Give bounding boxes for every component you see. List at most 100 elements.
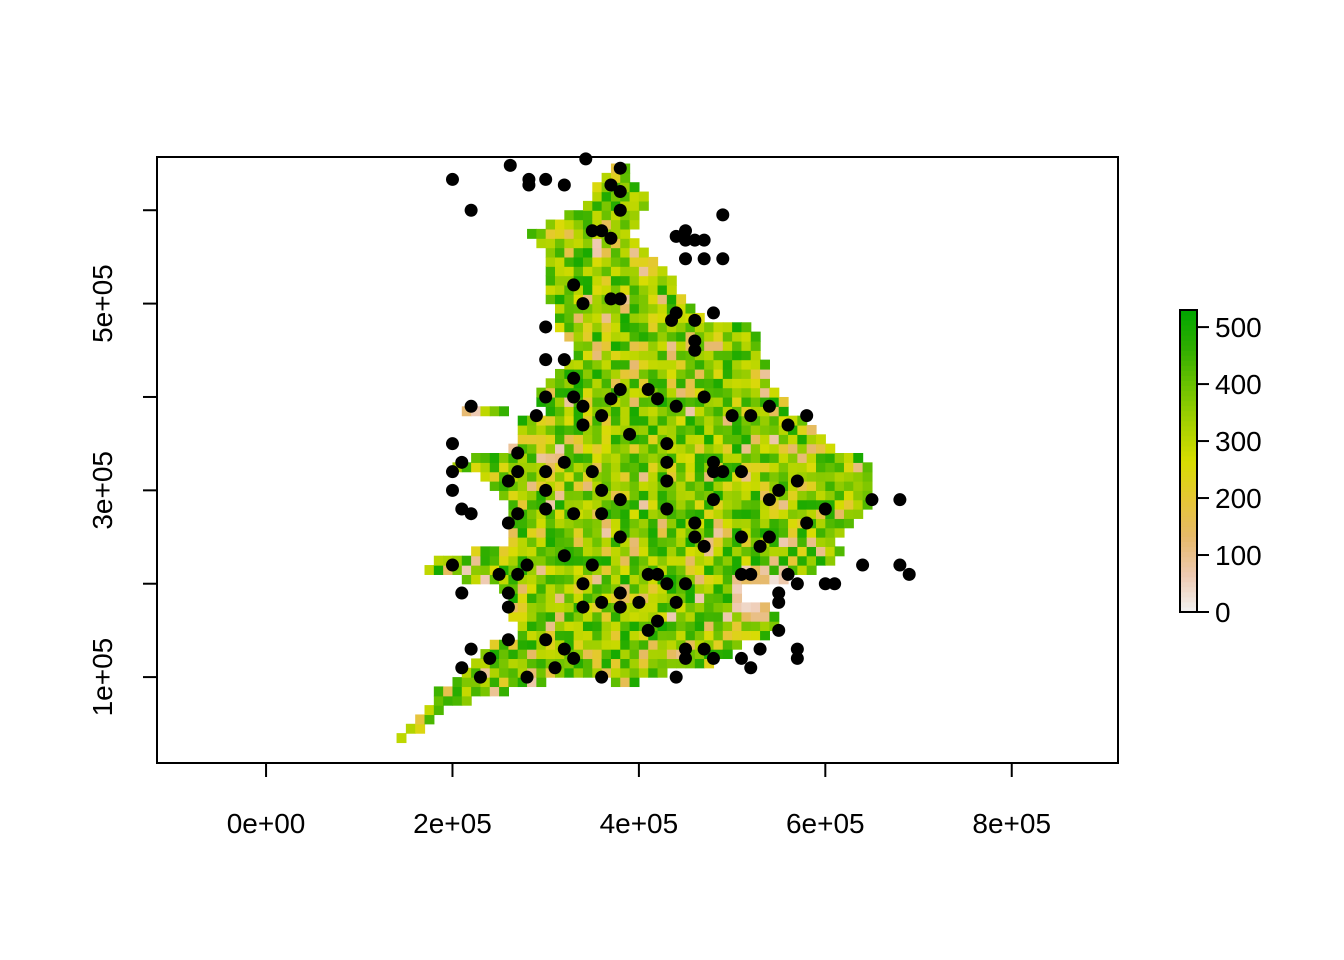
- raster-cell: [564, 630, 575, 641]
- raster-cell: [732, 611, 743, 622]
- legend-swatch: [1180, 340, 1197, 346]
- sample-point: [893, 558, 907, 572]
- raster-cell: [573, 611, 584, 622]
- raster-cell: [638, 555, 649, 566]
- raster-cell: [694, 649, 705, 660]
- raster-cell: [461, 406, 472, 417]
- raster-cell: [508, 639, 519, 650]
- raster-cell: [713, 443, 724, 454]
- raster-cell: [806, 499, 817, 510]
- raster-cell: [666, 537, 677, 547]
- raster-cell: [396, 733, 407, 744]
- raster-cell: [713, 555, 724, 566]
- sample-point: [800, 516, 814, 530]
- raster-cell: [704, 630, 715, 641]
- raster-cell: [601, 303, 612, 314]
- raster-cell: [433, 705, 444, 716]
- raster-cell: [685, 611, 696, 622]
- raster-cell: [555, 256, 565, 267]
- raster-cell: [555, 312, 565, 323]
- raster-cell: [713, 340, 724, 351]
- sample-point: [623, 427, 637, 441]
- raster-cell: [527, 583, 537, 594]
- raster-cell: [666, 630, 677, 641]
- raster-cell: [573, 565, 584, 575]
- raster-cell: [620, 340, 631, 351]
- raster-cell: [760, 359, 770, 370]
- raster-cell: [713, 593, 724, 603]
- raster-cell: [592, 490, 603, 501]
- sample-point: [501, 600, 515, 614]
- raster-cell: [629, 303, 640, 314]
- raster-cell: [741, 471, 752, 482]
- raster-cell: [489, 406, 500, 417]
- raster-cell: [741, 378, 752, 389]
- raster-cell: [797, 499, 808, 510]
- raster-cell: [704, 406, 715, 417]
- legend-swatch: [1180, 491, 1197, 497]
- raster-cell: [666, 490, 677, 501]
- raster-cell: [489, 658, 500, 669]
- raster-cell: [676, 331, 687, 342]
- raster-cell: [582, 219, 593, 230]
- raster-cell: [573, 359, 584, 370]
- raster-cell: [610, 228, 621, 239]
- raster-cell: [592, 275, 603, 286]
- raster-cell: [722, 621, 733, 632]
- raster-cell: [620, 415, 631, 426]
- raster-cell: [555, 462, 565, 473]
- raster-cell: [555, 649, 565, 660]
- raster-cell: [573, 331, 584, 342]
- raster-cell: [545, 452, 556, 463]
- raster-cell: [610, 509, 621, 519]
- raster-cell: [545, 434, 556, 445]
- raster-cell: [722, 509, 733, 519]
- raster-cell: [629, 396, 640, 407]
- raster-cell: [704, 565, 715, 575]
- raster-cell: [704, 602, 715, 613]
- raster-cell: [452, 677, 463, 688]
- raster-cell: [601, 275, 612, 286]
- raster-cell: [527, 546, 537, 557]
- raster-cell: [629, 462, 640, 473]
- raster-cell: [741, 452, 752, 463]
- raster-cell: [760, 406, 770, 417]
- raster-cell: [638, 537, 649, 547]
- raster-cell: [638, 312, 649, 323]
- sample-point: [679, 233, 693, 247]
- raster-cell: [648, 667, 659, 678]
- raster-cell: [834, 518, 845, 529]
- raster-cell: [499, 481, 510, 491]
- sample-point: [613, 586, 627, 600]
- legend-swatch: [1180, 501, 1197, 507]
- raster-cell: [545, 565, 556, 575]
- sample-point: [734, 465, 748, 479]
- raster-cell: [629, 350, 640, 361]
- raster-cell: [592, 331, 603, 342]
- raster-cell: [657, 639, 668, 650]
- raster-cell: [592, 602, 603, 613]
- raster-cell: [452, 686, 463, 697]
- raster-cell: [657, 331, 668, 342]
- raster-cell: [471, 677, 482, 688]
- sample-point: [818, 577, 832, 591]
- raster-cell: [704, 350, 715, 361]
- raster-cell: [489, 649, 500, 660]
- raster-cell: [592, 368, 603, 379]
- sample-point: [725, 409, 739, 423]
- raster-cell: [471, 555, 482, 566]
- sample-point: [697, 390, 711, 404]
- raster-cell: [769, 424, 780, 435]
- raster-cell: [555, 555, 565, 566]
- raster-cell: [629, 256, 640, 267]
- raster-cell: [610, 481, 621, 491]
- raster-cell: [582, 658, 593, 669]
- raster-cell: [564, 238, 575, 249]
- raster-cell: [620, 266, 631, 277]
- raster-cell: [722, 583, 733, 594]
- raster-cell: [527, 518, 537, 529]
- sample-point: [483, 651, 497, 665]
- raster-cell: [610, 499, 621, 510]
- raster-cell: [582, 630, 593, 641]
- raster-cell: [499, 452, 510, 463]
